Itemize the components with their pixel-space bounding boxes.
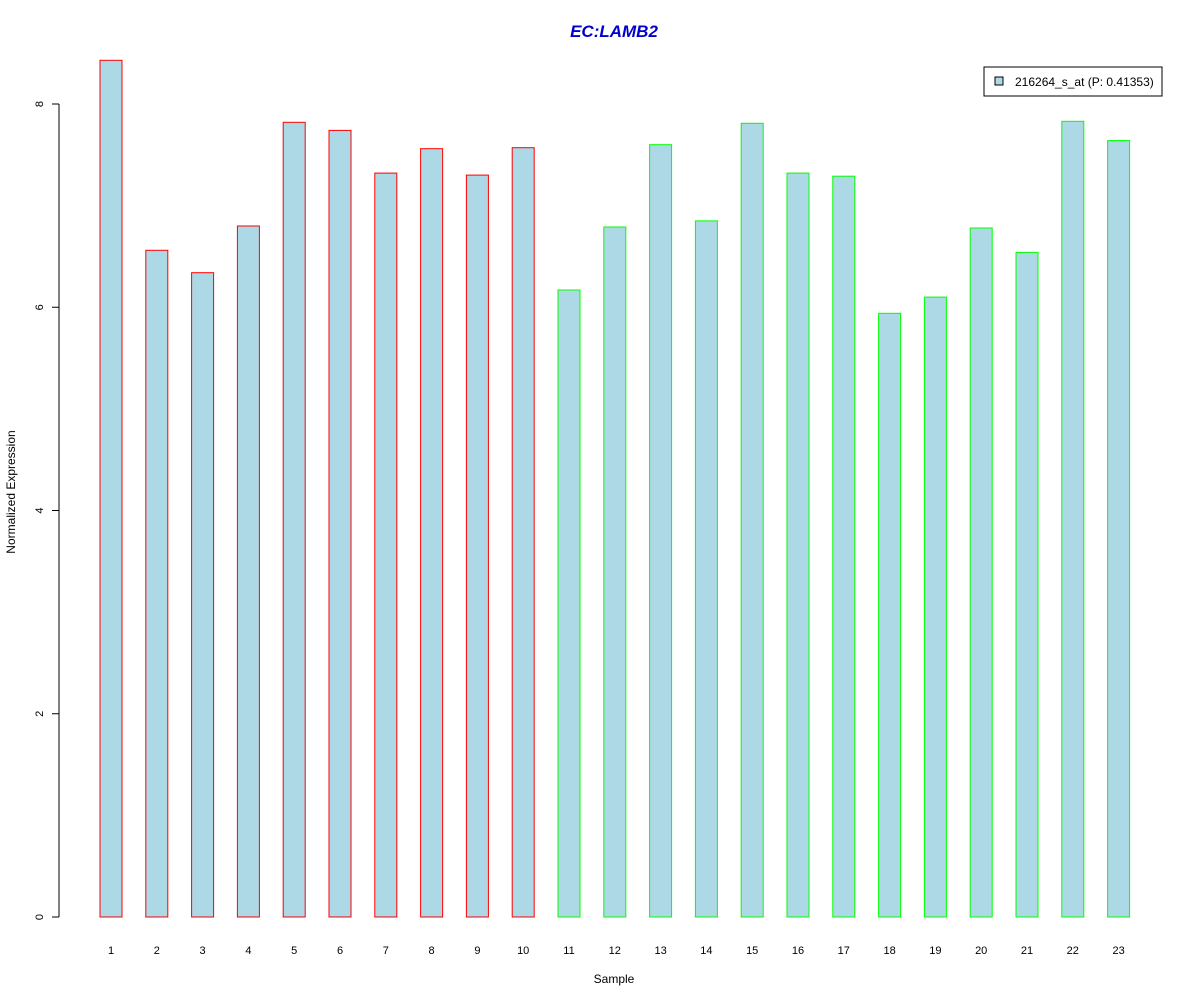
y-tick-label: 2 — [34, 711, 46, 717]
x-tick-label: 9 — [474, 945, 480, 957]
x-tick-label: 14 — [700, 945, 712, 957]
x-axis-label: Sample — [594, 972, 635, 986]
bar-sample-1 — [99, 59, 123, 918]
x-tick-label: 17 — [838, 945, 850, 957]
x-tick-label: 5 — [291, 945, 297, 957]
bar-sample-8 — [420, 148, 444, 918]
x-tick-label: 4 — [245, 945, 251, 957]
bar-sample-9 — [465, 174, 489, 918]
bar-sample-5 — [282, 121, 306, 918]
bar-sample-17 — [832, 175, 856, 918]
legend-swatch — [994, 76, 1004, 86]
legend-label: 216264_s_at (P: 0.41353) — [1015, 75, 1154, 89]
x-tick-label: 11 — [563, 945, 574, 957]
bar-sample-21 — [1015, 251, 1039, 918]
bar-sample-23 — [1107, 140, 1131, 918]
x-tick-label: 16 — [792, 945, 804, 957]
y-tick-label: 6 — [34, 304, 46, 310]
x-tick-label: 23 — [1112, 945, 1124, 957]
bar-sample-18 — [878, 312, 902, 918]
x-tick-label: 21 — [1021, 945, 1033, 957]
bar-sample-14 — [694, 220, 718, 918]
x-tick-label: 1 — [108, 945, 114, 957]
x-tick-label: 18 — [883, 945, 895, 957]
y-tick-label: 4 — [34, 507, 46, 513]
x-tick-label: 3 — [200, 945, 206, 957]
bar-sample-4 — [236, 225, 260, 918]
x-tick-label: 7 — [383, 945, 389, 957]
x-tick-label: 20 — [975, 945, 987, 957]
bar-sample-6 — [328, 129, 352, 918]
y-tick-label: 0 — [34, 914, 46, 920]
y-tick-label: 8 — [34, 101, 46, 107]
bar-sample-2 — [145, 249, 169, 918]
bar-sample-3 — [191, 272, 215, 918]
bar-sample-15 — [740, 122, 764, 918]
bar-sample-10 — [511, 147, 535, 918]
x-tick-label: 6 — [337, 945, 343, 957]
bar-sample-11 — [557, 289, 581, 918]
x-tick-label: 19 — [929, 945, 941, 957]
y-axis-label: Normalized Expression — [4, 430, 18, 553]
bar-sample-7 — [374, 172, 398, 918]
x-tick-labels: 1 2 3 4 5 6 7 8 9 10 11 12 13 14 15 16 17 18 19 20 21 22 23 — [108, 945, 1125, 957]
x-tick-label: 10 — [517, 945, 529, 957]
bar-sample-16 — [786, 172, 810, 918]
chart-title: EC:LAMB2 — [570, 22, 658, 41]
x-tick-label: 8 — [429, 945, 435, 957]
bar-sample-22 — [1061, 120, 1085, 918]
bar-sample-13 — [649, 144, 673, 918]
x-tick-label: 15 — [746, 945, 758, 957]
bar-sample-19 — [923, 296, 947, 918]
x-tick-label: 22 — [1067, 945, 1079, 957]
y-axis: 0 2 4 6 8 — [34, 101, 60, 920]
x-tick-label: 13 — [654, 945, 666, 957]
bar-sample-20 — [969, 227, 993, 918]
x-tick-label: 12 — [609, 945, 621, 957]
bar-sample-12 — [603, 226, 627, 918]
bars-group — [99, 59, 1131, 918]
legend-box — [983, 66, 1163, 97]
legend: 216264_s_at (P: 0.41353) — [983, 66, 1163, 97]
x-tick-label: 2 — [154, 945, 160, 957]
